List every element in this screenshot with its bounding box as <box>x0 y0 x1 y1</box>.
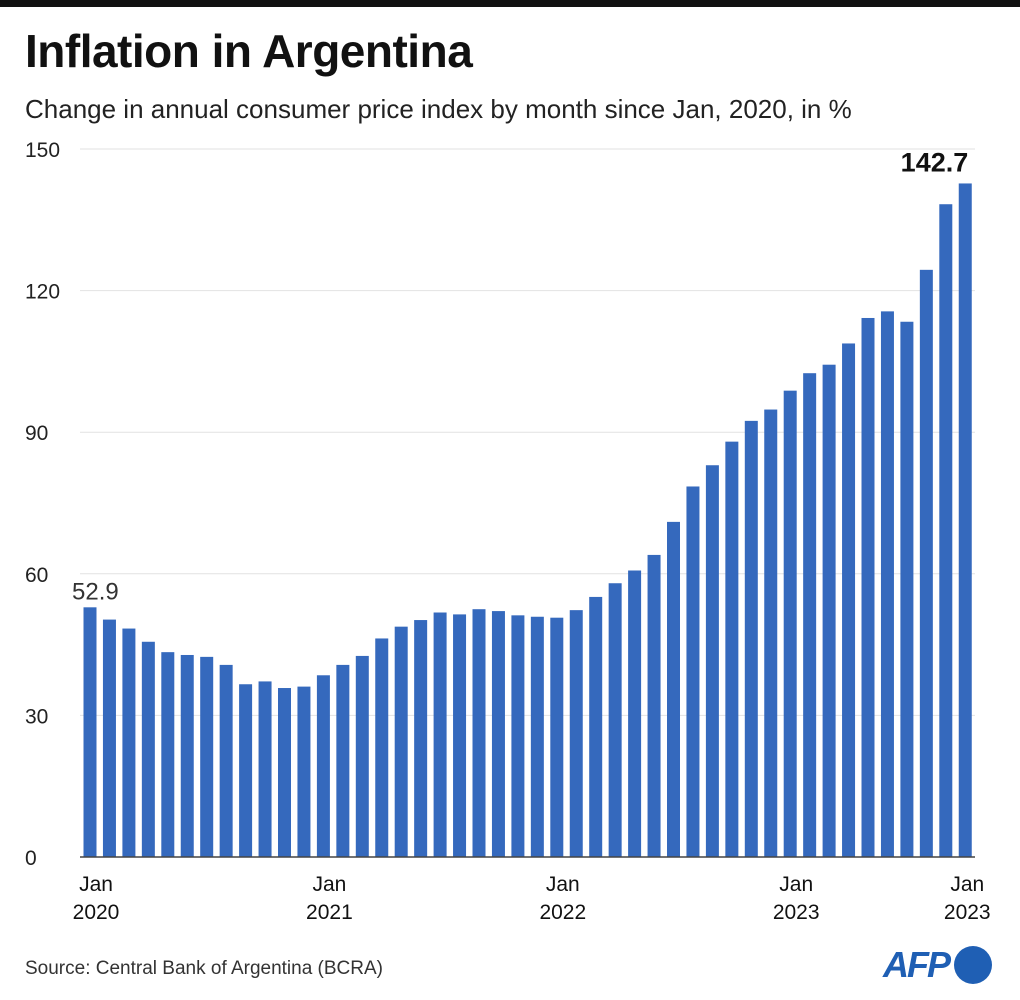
x-tick-label-month: Jan <box>950 873 984 896</box>
bar <box>472 609 486 857</box>
bar <box>161 652 175 857</box>
bar <box>453 614 467 857</box>
bar <box>803 373 817 857</box>
afp-logo: AFP <box>883 944 992 986</box>
bar <box>686 486 700 857</box>
x-tick-label-year: 2021 <box>306 901 353 924</box>
bar <box>102 619 116 857</box>
x-tick-label-year: 2023 <box>773 901 820 924</box>
x-tick-label-year: 2023 <box>944 901 991 924</box>
bar <box>83 607 97 857</box>
bar <box>491 611 505 857</box>
afp-logo-dot <box>954 946 992 984</box>
top-rule <box>0 0 1020 7</box>
bar <box>628 570 642 857</box>
bar <box>180 654 194 857</box>
bar <box>414 620 428 857</box>
data-label-last: 142.7 <box>901 147 969 177</box>
bar <box>336 664 350 857</box>
bar <box>278 688 291 857</box>
bar <box>880 311 894 857</box>
bar <box>900 321 914 857</box>
bar <box>919 269 933 857</box>
bar <box>375 638 389 857</box>
bar <box>705 465 719 857</box>
x-tick-label-month: Jan <box>546 873 580 896</box>
x-tick-label-year: 2022 <box>539 901 586 924</box>
bar <box>822 364 836 857</box>
bar <box>764 409 778 857</box>
bar <box>667 521 680 857</box>
x-tick-label-year: 2020 <box>73 901 120 924</box>
bar <box>239 684 253 857</box>
bar <box>297 686 311 857</box>
y-tick-label: 60 <box>25 564 48 587</box>
x-tick-label-month: Jan <box>779 873 813 896</box>
data-label-first: 52.9 <box>72 578 119 605</box>
y-tick-label: 150 <box>25 139 60 162</box>
y-tick-label: 0 <box>25 847 37 870</box>
bar <box>589 596 603 857</box>
x-tick-label-month: Jan <box>79 873 113 896</box>
bar <box>141 641 155 857</box>
bar <box>861 317 875 857</box>
bar <box>200 656 214 857</box>
source-note: Source: Central Bank of Argentina (BCRA) <box>25 958 384 979</box>
y-tick-label: 120 <box>25 281 60 304</box>
afp-logo-text: AFP <box>883 944 951 985</box>
bar <box>394 626 408 857</box>
y-tick-label: 30 <box>25 705 48 728</box>
y-tick-label: 90 <box>25 422 48 445</box>
bar <box>511 615 525 857</box>
bar <box>939 204 953 857</box>
bar <box>530 616 544 857</box>
bar <box>783 390 797 857</box>
bar <box>958 183 972 857</box>
bar <box>647 554 661 857</box>
bar <box>433 612 447 857</box>
bar <box>316 675 330 857</box>
bar <box>608 583 622 857</box>
x-tick-label-month: Jan <box>312 873 346 896</box>
chart-title: Inflation in Argentina <box>25 25 473 77</box>
bar <box>744 420 758 857</box>
bar <box>219 664 233 857</box>
bar <box>725 441 739 857</box>
bar <box>122 628 136 857</box>
bar <box>258 681 272 857</box>
bar <box>355 655 369 857</box>
bar <box>550 617 564 857</box>
bar <box>842 343 856 857</box>
bar <box>569 610 583 857</box>
chart-subtitle: Change in annual consumer price index by… <box>25 94 852 124</box>
